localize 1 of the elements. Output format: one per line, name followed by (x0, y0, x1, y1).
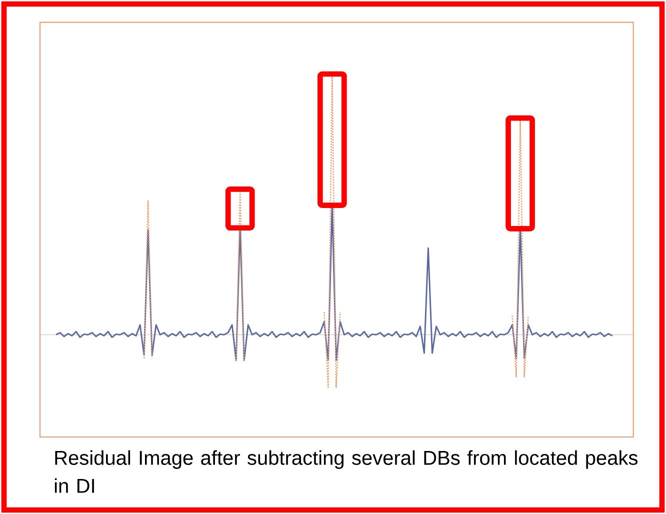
text: Residual Image after subtracting several DBs from located peaks in DI (54, 450, 638, 493)
